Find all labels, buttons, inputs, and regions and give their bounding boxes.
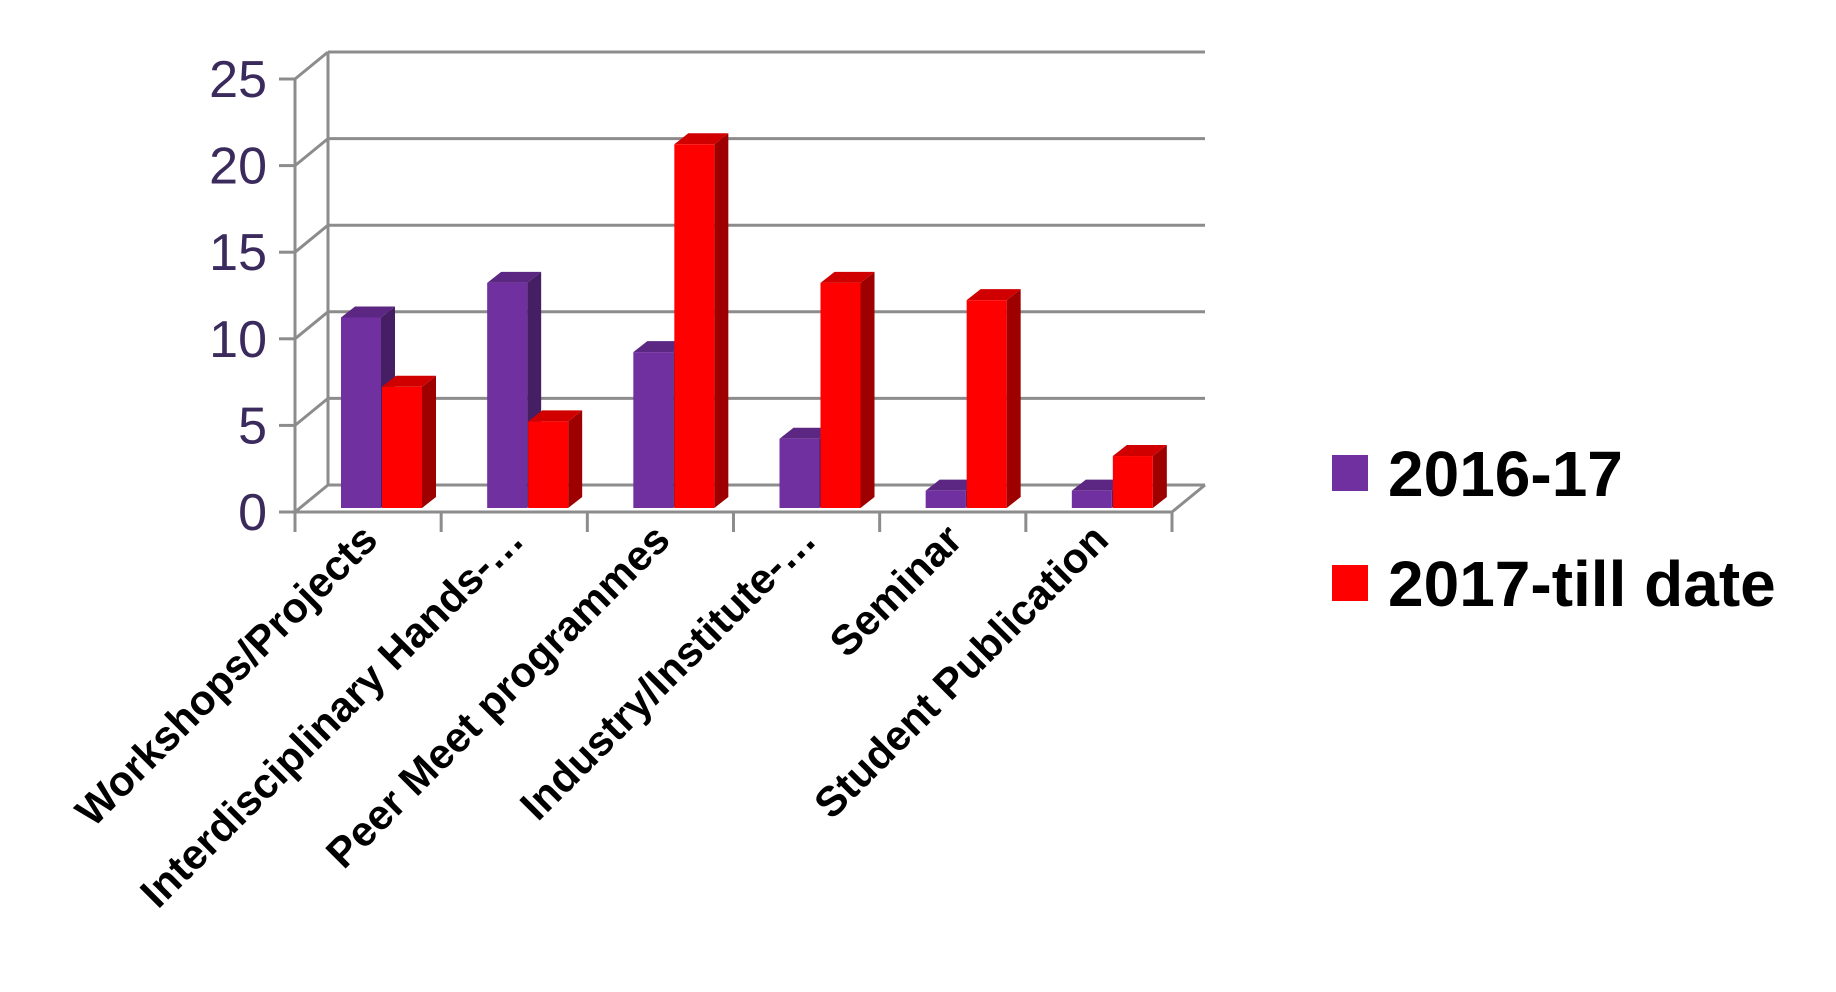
y-tick-label: 0: [238, 484, 267, 542]
x-category-label: Industry/Institute-…: [511, 515, 825, 829]
bar-top: [925, 479, 980, 491]
bar-front: [528, 421, 569, 508]
bar-2016-17-1: [487, 271, 542, 508]
bar-2017-till-date-3: [820, 271, 875, 508]
legend-swatch: [1332, 565, 1368, 601]
bar-top: [779, 427, 834, 439]
bar-top: [674, 133, 729, 145]
bar-front: [925, 490, 966, 508]
bar-front: [487, 282, 528, 508]
bars: [341, 133, 1167, 508]
bar-top: [633, 341, 688, 353]
side-wall-gridline: [294, 137, 329, 167]
legend-swatch: [1332, 455, 1368, 491]
gridlines: [294, 50, 1205, 514]
x-category-label: Seminar: [820, 515, 970, 665]
bar-top: [528, 410, 583, 422]
x-category-label: Student Publication: [805, 515, 1117, 827]
bar-top: [341, 306, 395, 318]
bar-side: [1152, 445, 1167, 508]
legend-label: 2017-till date: [1388, 548, 1776, 620]
bar-front: [341, 317, 381, 508]
y-tick-label: 10: [209, 311, 267, 369]
bar-front: [633, 352, 674, 508]
y-tick-label: 25: [209, 51, 267, 109]
bar-front: [1071, 490, 1112, 508]
bar-2017-till-date-2: [674, 133, 729, 508]
side-wall-gridline: [294, 50, 329, 81]
bar-side: [568, 410, 583, 508]
floor-right-edge: [1171, 483, 1206, 514]
y-tick-label: 15: [209, 224, 267, 282]
legend-item: 2016-17: [1332, 438, 1623, 510]
side-wall-gridline: [294, 397, 329, 427]
side-wall-gridline: [294, 310, 329, 340]
bar-2017-till-date-1: [528, 410, 583, 508]
bar-top: [966, 289, 1021, 301]
legend-label: 2016-17: [1388, 438, 1623, 510]
bar-front: [674, 144, 715, 508]
bar-side: [1006, 289, 1021, 508]
bar-2017-till-date-0: [382, 375, 436, 508]
legend: 2016-17 2017-till date: [1332, 438, 1776, 620]
y-tick-label: 20: [209, 138, 267, 196]
y-tick-label: 5: [238, 397, 267, 455]
axes: [279, 52, 1206, 532]
bar-2016-17-5: [1071, 479, 1126, 508]
bar-top: [382, 375, 436, 387]
bar-side: [714, 133, 729, 508]
bar-front: [820, 282, 861, 508]
bar-front: [1112, 456, 1153, 508]
side-wall-gridline: [294, 483, 329, 514]
bar-front: [966, 300, 1007, 508]
legend-item: 2017-till date: [1332, 548, 1776, 620]
bar-front: [779, 438, 820, 508]
bar-top: [487, 271, 542, 283]
bar-2017-till-date-5: [1112, 445, 1167, 508]
bar-front: [382, 386, 422, 508]
bar-side: [422, 375, 436, 508]
side-wall-gridline: [294, 224, 329, 254]
bar-top: [820, 271, 875, 283]
bar-top: [1071, 479, 1126, 491]
bar-side: [860, 271, 875, 508]
bar-2017-till-date-4: [966, 289, 1021, 508]
bar-top: [1112, 445, 1167, 457]
